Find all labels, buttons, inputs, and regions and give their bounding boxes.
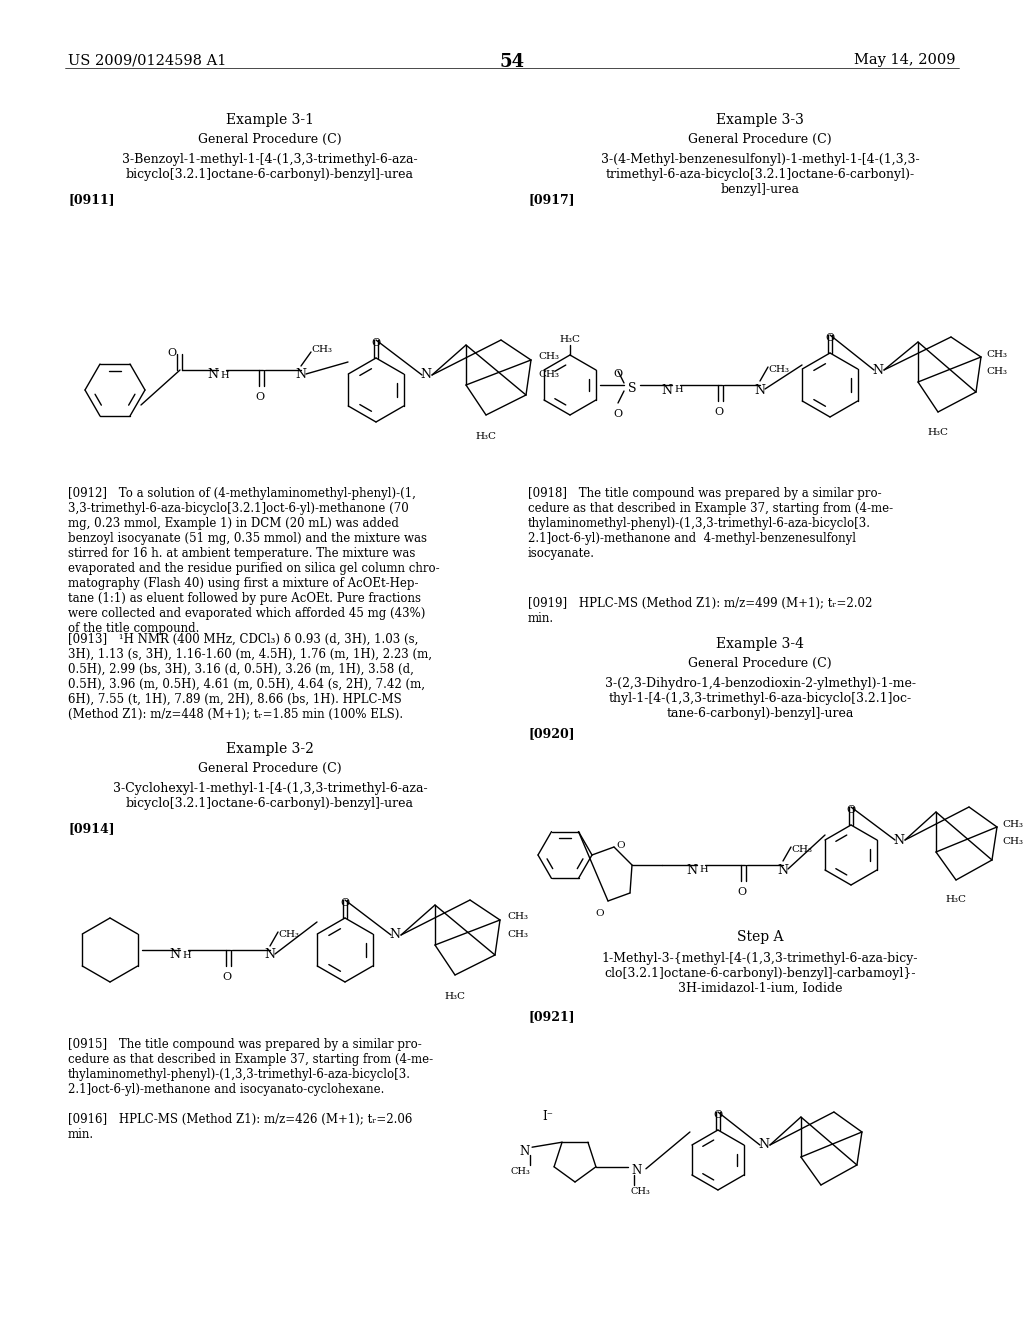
Text: N: N	[777, 863, 788, 876]
Text: O: O	[825, 333, 835, 343]
Text: CH₃: CH₃	[510, 1167, 530, 1176]
Text: N: N	[264, 949, 275, 961]
Text: Example 3-2: Example 3-2	[226, 742, 314, 756]
Text: O: O	[222, 972, 231, 982]
Text: N: N	[296, 368, 306, 381]
Text: H: H	[699, 866, 708, 874]
Text: CH₃: CH₃	[1002, 837, 1023, 846]
Text: CH₃: CH₃	[278, 931, 299, 939]
Text: O: O	[737, 887, 746, 898]
Text: CH₃: CH₃	[507, 912, 528, 921]
Text: [0911]: [0911]	[68, 193, 115, 206]
Text: CH₃: CH₃	[986, 367, 1007, 376]
Text: H₃C: H₃C	[559, 335, 581, 345]
Text: [0914]: [0914]	[68, 822, 115, 836]
Text: CH₃: CH₃	[538, 352, 559, 360]
Text: O: O	[613, 370, 623, 379]
Text: General Procedure (C): General Procedure (C)	[199, 133, 342, 147]
Text: General Procedure (C): General Procedure (C)	[199, 762, 342, 775]
Text: [0913] ¹H NMR (400 MHz, CDCl₃) δ 0.93 (d, 3H), 1.03 (s,
3H), 1.13 (s, 3H), 1.16-: [0913] ¹H NMR (400 MHz, CDCl₃) δ 0.93 (d…	[68, 634, 432, 721]
Text: H₃C: H₃C	[444, 993, 466, 1001]
Text: N: N	[421, 368, 431, 381]
Text: CH₃: CH₃	[631, 1187, 651, 1196]
Text: O: O	[255, 392, 264, 403]
Text: H₃C: H₃C	[928, 428, 948, 437]
Text: 3-Cyclohexyl-1-methyl-1-[4-(1,3,3-trimethyl-6-aza-: 3-Cyclohexyl-1-methyl-1-[4-(1,3,3-trimet…	[113, 781, 427, 795]
Text: CH₃: CH₃	[1002, 820, 1023, 829]
Text: thyl-1-[4-(1,3,3-trimethyl-6-aza-bicyclo[3.2.1]oc-: thyl-1-[4-(1,3,3-trimethyl-6-aza-bicyclo…	[608, 692, 911, 705]
Text: N: N	[662, 384, 672, 396]
Text: H₃C: H₃C	[475, 432, 497, 441]
Text: 3-(4-Methyl-benzenesulfonyl)-1-methyl-1-[4-(1,3,3-: 3-(4-Methyl-benzenesulfonyl)-1-methyl-1-…	[601, 153, 920, 166]
Text: 1-Methyl-3-{methyl-[4-(1,3,3-trimethyl-6-aza-bicy-: 1-Methyl-3-{methyl-[4-(1,3,3-trimethyl-6…	[602, 952, 919, 965]
Text: H₃C: H₃C	[945, 895, 967, 904]
Text: CH₃: CH₃	[768, 366, 790, 374]
Text: [0915] The title compound was prepared by a similar pro-
cedure as that describe: [0915] The title compound was prepared b…	[68, 1038, 433, 1096]
Text: Step A: Step A	[736, 931, 783, 944]
Text: H: H	[674, 385, 683, 395]
Text: N: N	[169, 949, 180, 961]
Text: bicyclo[3.2.1]octane-6-carbonyl)-benzyl]-urea: bicyclo[3.2.1]octane-6-carbonyl)-benzyl]…	[126, 168, 414, 181]
Text: 3H-imidazol-1-ium, Iodide: 3H-imidazol-1-ium, Iodide	[678, 982, 843, 995]
Text: Example 3-1: Example 3-1	[226, 114, 314, 127]
Text: H: H	[182, 950, 190, 960]
Text: O: O	[715, 407, 724, 417]
Text: tane-6-carbonyl)-benzyl]-urea: tane-6-carbonyl)-benzyl]-urea	[667, 708, 854, 719]
Text: N: N	[759, 1138, 769, 1151]
Text: Example 3-4: Example 3-4	[716, 638, 804, 651]
Text: General Procedure (C): General Procedure (C)	[688, 657, 831, 671]
Text: benzyl]-urea: benzyl]-urea	[721, 183, 800, 195]
Text: O: O	[613, 409, 623, 418]
Text: 3-Benzoyl-1-methyl-1-[4-(1,3,3-trimethyl-6-aza-: 3-Benzoyl-1-methyl-1-[4-(1,3,3-trimethyl…	[122, 153, 418, 166]
Text: May 14, 2009: May 14, 2009	[854, 53, 956, 67]
Text: [0921]: [0921]	[528, 1010, 574, 1023]
Text: I⁻: I⁻	[542, 1110, 553, 1123]
Text: [0916] HPLC-MS (Method Z1): m/z=426 (M+1); tᵣ=2.06
min.: [0916] HPLC-MS (Method Z1): m/z=426 (M+1…	[68, 1113, 413, 1140]
Text: O: O	[595, 909, 604, 917]
Text: 3-(2,3-Dihydro-1,4-benzodioxin-2-ylmethyl)-1-me-: 3-(2,3-Dihydro-1,4-benzodioxin-2-ylmethy…	[604, 677, 915, 690]
Text: [0912] To a solution of (4-methylaminomethyl-phenyl)-(1,
3,3-trimethyl-6-aza-bic: [0912] To a solution of (4-methylaminome…	[68, 487, 439, 635]
Text: CH₃: CH₃	[538, 370, 559, 379]
Text: bicyclo[3.2.1]octane-6-carbonyl)-benzyl]-urea: bicyclo[3.2.1]octane-6-carbonyl)-benzyl]…	[126, 797, 414, 810]
Text: N: N	[207, 368, 218, 381]
Text: N: N	[894, 833, 904, 846]
Text: N: N	[631, 1164, 641, 1177]
Text: N: N	[872, 363, 884, 376]
Text: Example 3-3: Example 3-3	[716, 114, 804, 127]
Text: [0918] The title compound was prepared by a similar pro-
cedure as that describe: [0918] The title compound was prepared b…	[528, 487, 893, 560]
Text: H: H	[220, 371, 228, 380]
Text: [0917]: [0917]	[528, 193, 574, 206]
Text: CH₃: CH₃	[986, 350, 1007, 359]
Text: N: N	[520, 1144, 530, 1158]
Text: N: N	[755, 384, 766, 396]
Text: CH₃: CH₃	[791, 845, 812, 854]
Text: O: O	[847, 805, 856, 814]
Text: clo[3.2.1]octane-6-carbonyl)-benzyl]-carbamoyl}-: clo[3.2.1]octane-6-carbonyl)-benzyl]-car…	[604, 968, 915, 979]
Text: O: O	[372, 338, 381, 348]
Text: N: N	[389, 928, 400, 941]
Text: trimethyl-6-aza-bicyclo[3.2.1]octane-6-carbonyl)-: trimethyl-6-aza-bicyclo[3.2.1]octane-6-c…	[605, 168, 914, 181]
Text: [0919] HPLC-MS (Method Z1): m/z=499 (M+1); tᵣ=2.02
min.: [0919] HPLC-MS (Method Z1): m/z=499 (M+1…	[528, 597, 872, 624]
Text: US 2009/0124598 A1: US 2009/0124598 A1	[68, 53, 226, 67]
Text: [0920]: [0920]	[528, 727, 574, 741]
Text: 54: 54	[500, 53, 524, 71]
Text: CH₃: CH₃	[311, 346, 332, 355]
Text: O: O	[616, 841, 625, 850]
Text: S: S	[628, 383, 636, 396]
Text: General Procedure (C): General Procedure (C)	[688, 133, 831, 147]
Text: N: N	[686, 863, 697, 876]
Text: O: O	[168, 348, 176, 358]
Text: O: O	[340, 898, 349, 908]
Text: O: O	[714, 1110, 723, 1119]
Text: CH₃: CH₃	[507, 931, 528, 939]
